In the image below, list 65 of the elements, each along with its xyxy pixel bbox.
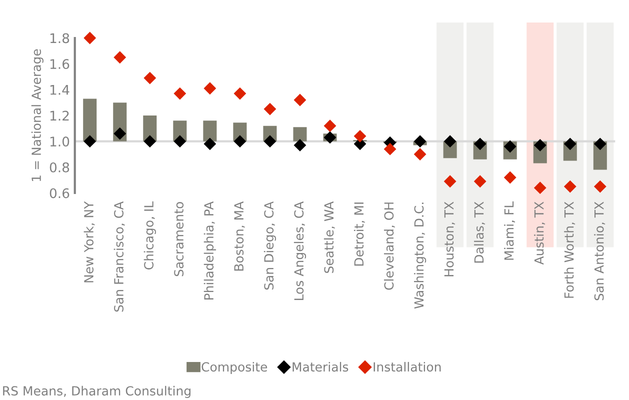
point — [174, 87, 186, 100]
x-tick-label: New York, NY — [84, 201, 95, 282]
point — [504, 171, 516, 184]
y-tick-label: 1.8 — [50, 33, 70, 44]
point — [144, 135, 156, 148]
x-tick-label: San Francisco, CA — [114, 201, 125, 312]
x-tick-label: Los Angeles, CA — [294, 201, 306, 300]
x-tick-label: Forth Worth, TX — [564, 202, 576, 298]
x-tick-label: Cleveland, OH — [384, 202, 395, 290]
point — [534, 182, 546, 194]
point — [564, 138, 576, 150]
point — [564, 180, 576, 193]
x-tick-label: Miami, FL — [504, 201, 516, 260]
y-tick-label: 1.2 — [50, 110, 69, 121]
point — [414, 135, 426, 148]
point — [144, 72, 156, 84]
x-tick-label: Detroit, MI — [354, 202, 365, 266]
x-tick-label: Washington, D.C. — [414, 202, 426, 309]
y-tick-label: 1.0 — [50, 136, 70, 147]
x-tick-label: San Antonio, TX — [594, 202, 606, 300]
x-tick-label: Austin, TX — [534, 202, 546, 265]
point — [204, 82, 216, 95]
point — [234, 135, 246, 148]
legend-label: Installation — [374, 362, 441, 372]
point — [324, 120, 336, 132]
x-tick-label: Houston, TX — [444, 202, 455, 276]
point — [294, 94, 306, 106]
x-tick-label: San Diego, CA — [264, 201, 276, 290]
point — [354, 130, 366, 142]
point — [444, 135, 456, 148]
point — [84, 32, 96, 44]
bar — [203, 120, 217, 142]
point — [174, 135, 186, 148]
point — [114, 51, 126, 64]
x-tick-label: Sacramento — [174, 202, 184, 276]
point — [384, 142, 396, 156]
x-tick-label: Philadelphia, PA — [204, 201, 216, 300]
bar — [83, 98, 97, 142]
point — [444, 175, 456, 188]
bar — [293, 127, 307, 142]
y-tick-label: 0.8 — [50, 162, 70, 172]
y-tick-label: 1.6 — [50, 59, 70, 70]
point — [204, 138, 216, 150]
point — [114, 127, 126, 140]
x-tick-label: Seattle, WA — [324, 201, 335, 273]
x-tick-label: Dallas, TX — [474, 202, 485, 263]
y-tick-label: 0.6 — [50, 188, 70, 198]
legend-label: Materials — [292, 362, 348, 372]
point — [84, 135, 96, 148]
point — [414, 148, 426, 160]
y-tick-label: 1.4 — [50, 85, 70, 95]
x-tick-label: Boston, MA — [234, 201, 245, 271]
point — [324, 131, 336, 144]
point — [264, 135, 276, 148]
point — [594, 138, 606, 150]
text: RS Means, Dharam Consulting — [3, 386, 190, 398]
point — [234, 87, 246, 100]
point — [264, 102, 276, 116]
point — [474, 175, 486, 188]
legend-label: Composite — [202, 362, 268, 374]
y-axis-title: 1 = National Average — [31, 49, 44, 182]
point — [594, 180, 606, 193]
x-tick-label: Chicago, IL — [144, 201, 156, 270]
point — [294, 138, 306, 152]
point — [534, 138, 546, 152]
